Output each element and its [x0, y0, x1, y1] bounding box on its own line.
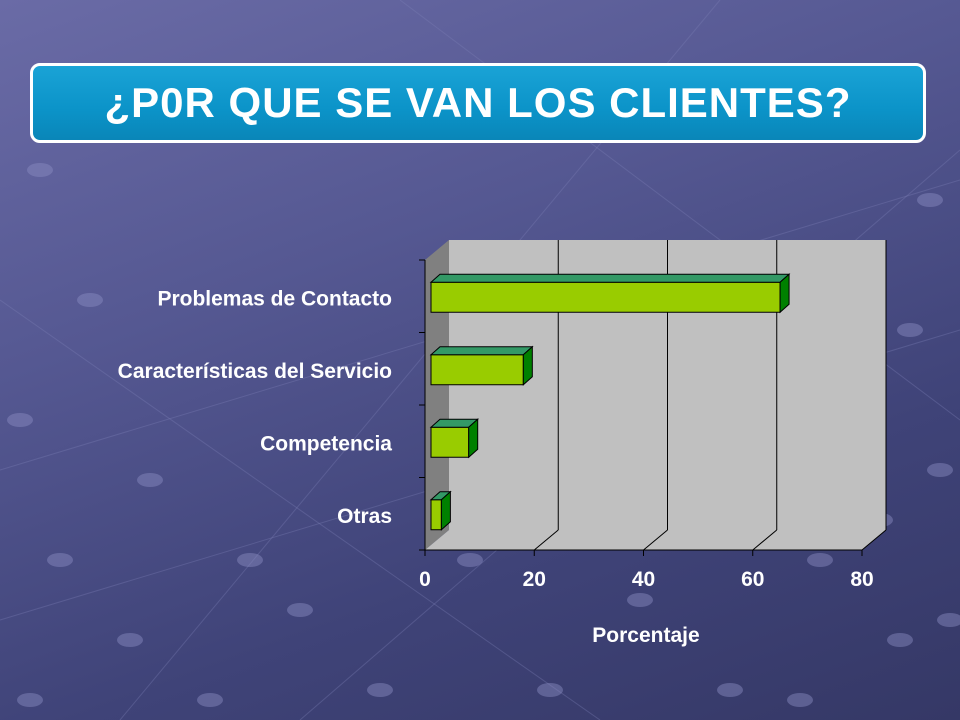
background-dot	[887, 633, 913, 647]
bar-front	[430, 281, 781, 313]
floor-gridline	[533, 529, 559, 551]
y-tick-label: Problemas de Contacto	[157, 287, 392, 310]
x-tick-label: 0	[419, 568, 431, 591]
bar-side	[440, 490, 451, 531]
y-tick-label: Otras	[337, 505, 392, 528]
bar-top	[429, 346, 534, 356]
background-dot	[927, 463, 953, 477]
bar-side	[779, 273, 790, 314]
bar-front	[430, 499, 442, 531]
background-dot	[917, 193, 943, 207]
background-dot	[197, 693, 223, 707]
floor-gridline	[752, 529, 778, 551]
x-axis-label: Porcentaje	[592, 624, 699, 647]
slide-title: ¿P0R QUE SE VAN LOS CLIENTES?	[104, 79, 852, 126]
background-dot	[897, 323, 923, 337]
bar	[429, 345, 534, 386]
background-dot	[117, 633, 143, 647]
bar-side	[468, 418, 479, 459]
background-line	[0, 299, 601, 720]
background-dot	[807, 553, 833, 567]
bar-front	[430, 354, 524, 386]
y-tick-label: Características del Servicio	[118, 360, 392, 383]
background-dot	[537, 683, 563, 697]
bar-side	[522, 345, 533, 386]
background-dot	[7, 413, 33, 427]
background-dot	[47, 553, 73, 567]
background-dot	[457, 553, 483, 567]
x-tick-label: 40	[632, 568, 655, 591]
background-dot	[787, 693, 813, 707]
background-dot	[287, 603, 313, 617]
background-dot	[27, 163, 53, 177]
background-dot	[367, 683, 393, 697]
bars	[429, 273, 791, 531]
background-dot	[77, 293, 103, 307]
background-dot	[937, 613, 960, 627]
background-dot	[17, 693, 43, 707]
bar-top	[429, 273, 791, 283]
y-tick-label: Competencia	[260, 432, 392, 455]
floor-gridline	[861, 529, 887, 551]
background-dot	[627, 593, 653, 607]
x-tick-label: 60	[741, 568, 764, 591]
x-tick-label: 20	[523, 568, 546, 591]
x-tick-label: 80	[850, 568, 873, 591]
background-dot	[237, 553, 263, 567]
bar	[429, 490, 452, 531]
tick-labels: 0 20 40 60 80 Problemas de Contacto Caracterís…	[118, 259, 874, 591]
title-banner: ¿P0R QUE SE VAN LOS CLIENTES?	[30, 63, 926, 143]
floor-gridline	[643, 529, 668, 551]
bar	[429, 273, 791, 314]
bar-front	[430, 426, 470, 458]
side-wall	[425, 240, 449, 550]
bar	[429, 418, 480, 459]
background-dot	[717, 683, 743, 697]
background-dot	[137, 473, 163, 487]
